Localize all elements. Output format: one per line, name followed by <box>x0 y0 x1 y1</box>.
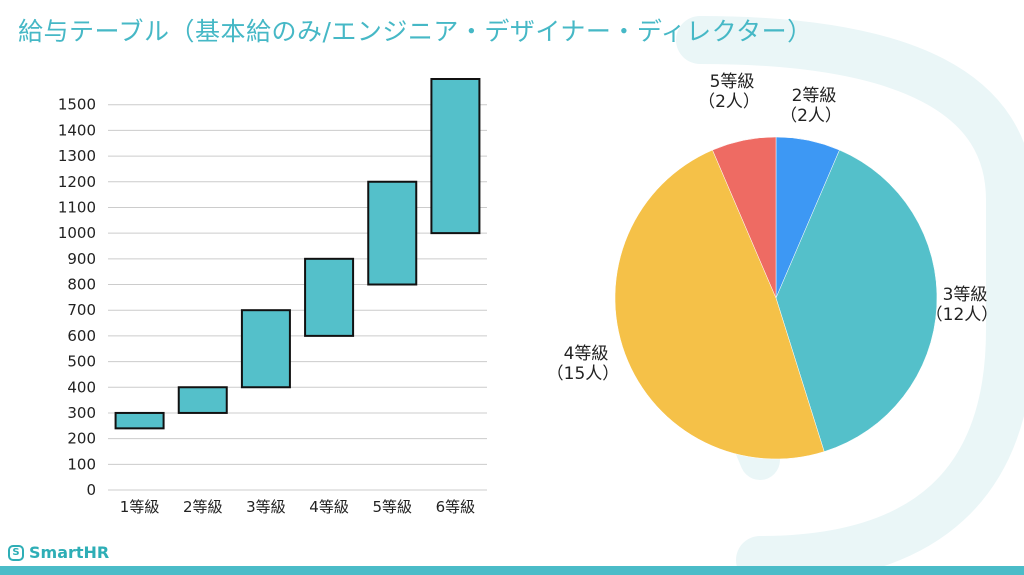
brand-name: SmartHR <box>29 543 110 562</box>
bar-range <box>430 78 481 235</box>
bar-y-tick-label: 300 <box>67 404 96 422</box>
bar-range <box>114 411 165 430</box>
bar-range <box>240 309 291 389</box>
bar-chart-grid <box>108 104 487 491</box>
bar-y-tick-label: 1500 <box>58 96 96 114</box>
bar-y-tick-label: 400 <box>67 378 96 396</box>
bar-y-tick-label: 1100 <box>58 198 96 216</box>
pie-chart-labels: 2等級（2人）3等級（12人）4等級（15人）5等級（2人） <box>547 72 999 384</box>
page-title: 給与テーブル（基本給のみ/エンジニア・デザイナー・ディレクター） <box>18 17 813 46</box>
bar-chart-bars <box>114 78 481 430</box>
bar-y-tick-label: 1300 <box>58 147 96 165</box>
bar-range <box>304 257 355 337</box>
pie-slice-label: 5等級 <box>710 72 755 92</box>
bar-y-tick-label: 200 <box>67 430 96 448</box>
pie-slice-count-label: （12人） <box>926 305 999 325</box>
bar-x-tick-label: 5等級 <box>372 498 412 516</box>
bar-x-tick-label: 3等級 <box>246 498 286 516</box>
bar-y-tick-label: 700 <box>67 301 96 319</box>
watermark-arc-outer <box>676 16 1024 575</box>
bar-chart-x-axis: 1等級 2等級 3等級 4等級 5等級 6等級 <box>120 498 475 516</box>
pie-slice <box>712 136 777 299</box>
pie-slice <box>775 149 938 452</box>
bar-x-tick-label: 4等級 <box>309 498 349 516</box>
bar-range <box>177 386 228 414</box>
bar-y-tick-label: 1000 <box>58 224 96 242</box>
smarthr-logo-icon: S <box>8 544 24 561</box>
bar-chart-y-axis: 0 100 200 300 400 500 600 700 800 900 1000 1100 1200… <box>58 96 96 499</box>
pie-slice-label: 2等級 <box>792 86 837 106</box>
pie-slice <box>614 149 825 460</box>
bar-y-tick-label: 600 <box>67 327 96 345</box>
bar-x-tick-label: 1等級 <box>120 498 160 516</box>
bar-y-tick-label: 1400 <box>58 121 96 139</box>
pie-chart-slices <box>614 136 938 460</box>
pie-slice-count-label: （2人） <box>780 106 842 126</box>
bar-y-tick-label: 100 <box>67 455 96 473</box>
pie-slice-count-label: （2人） <box>698 92 760 112</box>
pie-slice-label: 3等級 <box>943 285 988 305</box>
bar-x-tick-label: 2等級 <box>183 498 223 516</box>
bar-y-tick-label: 1200 <box>58 173 96 191</box>
bar-y-tick-label: 800 <box>67 276 96 294</box>
pie-slice-label: 4等級 <box>564 344 609 364</box>
bar-y-tick-label: 0 <box>86 481 96 499</box>
pie-slice-count-label: （15人） <box>547 364 620 384</box>
bar-y-tick-label: 500 <box>67 353 96 371</box>
bottom-accent-bar <box>0 566 1024 575</box>
bar-x-tick-label: 6等級 <box>436 498 476 516</box>
brand-logo: S SmartHR <box>8 543 109 562</box>
bar-range <box>367 180 418 286</box>
bar-y-tick-label: 900 <box>67 250 96 268</box>
